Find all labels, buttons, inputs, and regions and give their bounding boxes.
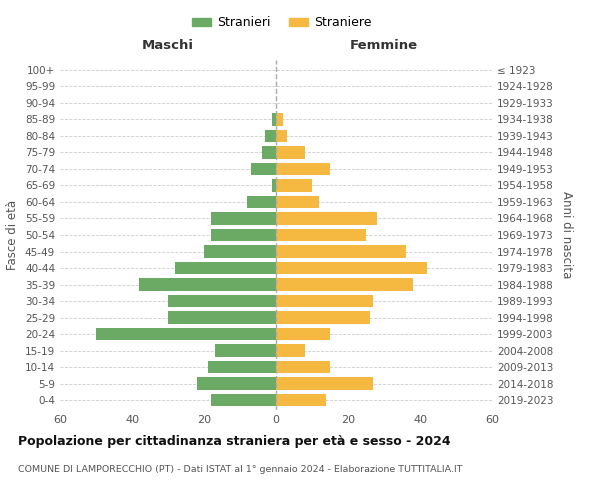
Bar xyxy=(208,361,276,374)
Bar xyxy=(139,278,276,290)
Bar xyxy=(168,295,276,307)
Text: COMUNE DI LAMPORECCHIO (PT) - Dati ISTAT al 1° gennaio 2024 - Elaborazione TUTTI: COMUNE DI LAMPORECCHIO (PT) - Dati ISTAT… xyxy=(18,465,463,474)
Bar xyxy=(211,229,276,241)
Bar xyxy=(262,146,276,158)
Bar xyxy=(276,378,373,390)
Legend: Stranieri, Straniere: Stranieri, Straniere xyxy=(187,11,377,34)
Bar xyxy=(251,163,276,175)
Text: Maschi: Maschi xyxy=(142,38,194,52)
Bar xyxy=(276,361,330,374)
Bar xyxy=(276,278,413,290)
Bar xyxy=(197,378,276,390)
Bar xyxy=(276,328,330,340)
Bar xyxy=(276,229,366,241)
Text: Popolazione per cittadinanza straniera per età e sesso - 2024: Popolazione per cittadinanza straniera p… xyxy=(18,435,451,448)
Bar xyxy=(276,146,305,158)
Bar xyxy=(96,328,276,340)
Text: Femmine: Femmine xyxy=(350,38,418,52)
Bar xyxy=(215,344,276,357)
Bar xyxy=(276,295,373,307)
Bar xyxy=(276,344,305,357)
Bar xyxy=(204,246,276,258)
Bar xyxy=(211,212,276,224)
Bar xyxy=(247,196,276,208)
Bar xyxy=(175,262,276,274)
Bar xyxy=(276,212,377,224)
Bar xyxy=(276,312,370,324)
Bar xyxy=(272,113,276,126)
Bar xyxy=(276,394,326,406)
Bar xyxy=(276,163,330,175)
Y-axis label: Fasce di età: Fasce di età xyxy=(7,200,19,270)
Bar xyxy=(276,196,319,208)
Y-axis label: Anni di nascita: Anni di nascita xyxy=(560,192,573,278)
Bar xyxy=(265,130,276,142)
Bar xyxy=(276,113,283,126)
Bar xyxy=(276,180,312,192)
Bar xyxy=(211,394,276,406)
Bar xyxy=(168,312,276,324)
Bar xyxy=(276,246,406,258)
Bar xyxy=(272,180,276,192)
Bar xyxy=(276,262,427,274)
Bar xyxy=(276,130,287,142)
